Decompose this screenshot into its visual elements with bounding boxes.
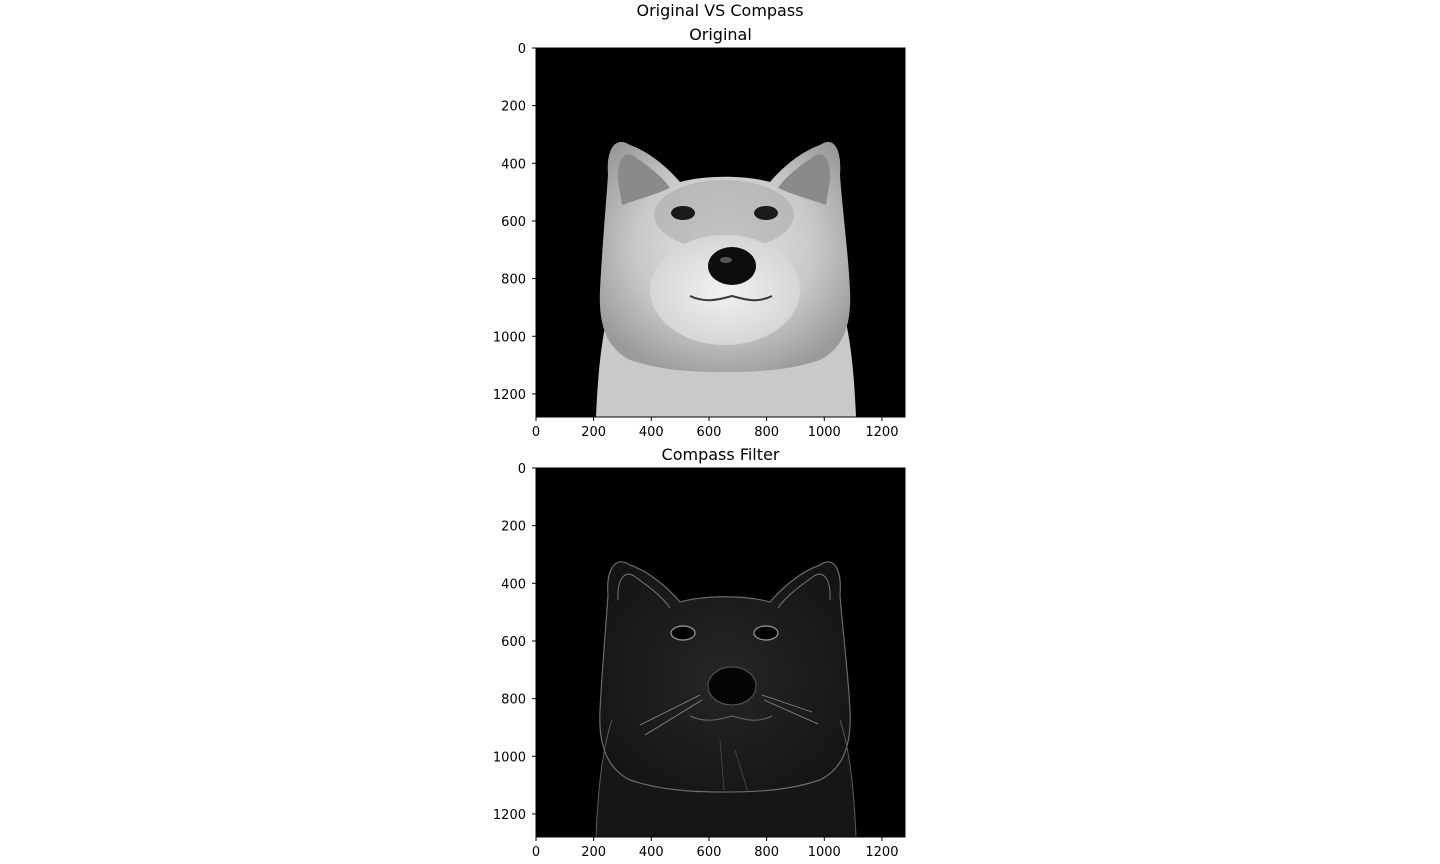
x-tick-label: 600	[697, 845, 722, 860]
x-tick-label: 1200	[865, 425, 898, 440]
x-tick-label: 0	[532, 845, 540, 860]
tick-group: 0 200 400 600 800 1000 1200 0 200 400 600 800 1000 12…	[493, 462, 899, 860]
x-tick-label: 600	[697, 425, 722, 440]
panel-title-original: Original	[689, 25, 752, 44]
y-tick-label: 400	[501, 157, 526, 172]
tick-group: 0 200 400 600 800 1000 1200 0 200 400 600 800 1000 12…	[493, 42, 899, 440]
x-tick-label: 200	[581, 425, 606, 440]
x-tick-label: 400	[639, 845, 664, 860]
y-tick-label: 800	[501, 693, 526, 708]
y-tick-label: 600	[501, 635, 526, 650]
panel-compass-filter: 0 200 400 600 800 1000 1200 0 200 400 600 800 1000 12…	[493, 462, 906, 860]
y-tick-label: 400	[501, 577, 526, 592]
x-tick-label: 800	[754, 425, 779, 440]
figure-suptitle: Original VS Compass	[636, 1, 804, 20]
axes-frame	[535, 47, 906, 418]
y-tick-label: 200	[501, 100, 526, 115]
axes-frame	[535, 467, 906, 838]
y-tick-label: 1200	[493, 388, 526, 403]
x-tick-label: 200	[581, 845, 606, 860]
x-tick-label: 800	[754, 845, 779, 860]
y-tick-label: 600	[501, 215, 526, 230]
panel-title-compass: Compass Filter	[661, 445, 780, 464]
dog-image-compass	[595, 561, 857, 838]
y-tick-label: 1200	[493, 808, 526, 823]
y-tick-label: 1000	[493, 750, 526, 765]
y-tick-label: 0	[518, 42, 526, 57]
y-tick-label: 1000	[493, 330, 526, 345]
panel-original: 0 200 400 600 800 1000 1200 0 200 400 600 800 1000 12…	[493, 42, 906, 440]
y-tick-label: 0	[518, 462, 526, 477]
x-tick-label: 1000	[808, 425, 841, 440]
y-tick-label: 200	[501, 520, 526, 535]
dog-image-original	[596, 141, 856, 417]
x-tick-label: 0	[532, 425, 540, 440]
x-tick-label: 1200	[865, 845, 898, 860]
x-tick-label: 400	[639, 425, 664, 440]
y-tick-label: 800	[501, 273, 526, 288]
x-tick-label: 1000	[808, 845, 841, 860]
